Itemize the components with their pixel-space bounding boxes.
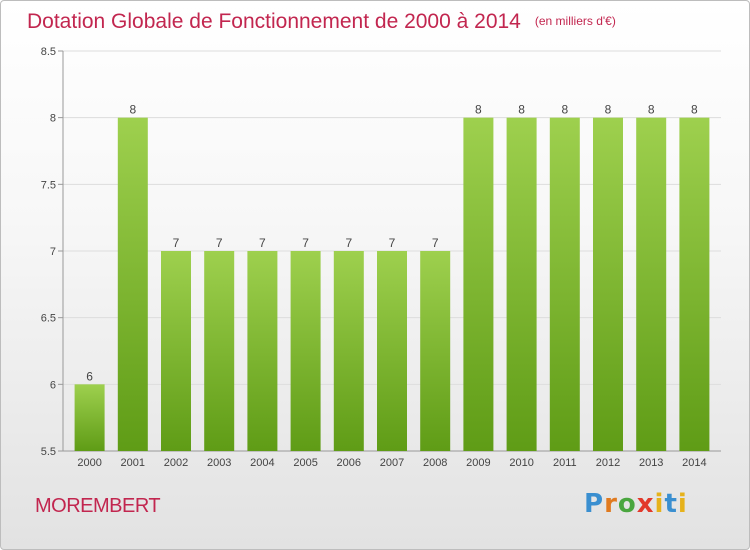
data-label: 7 xyxy=(173,236,180,250)
bar-2007 xyxy=(377,251,407,451)
bar-2005 xyxy=(290,251,321,451)
labels: 5.5 6 6.5 7 7.5 8 8.5 6 2000 8 2001 7 2002 7 2003 7 2004… xyxy=(41,46,707,469)
data-label: 8 xyxy=(475,103,482,117)
bars xyxy=(74,117,710,452)
bar-2000 xyxy=(74,384,105,451)
y-tick-label: 8 xyxy=(50,113,56,125)
bar-2003 xyxy=(204,251,235,451)
x-tick-label: 2007 xyxy=(380,457,404,469)
bar-2008 xyxy=(420,251,451,451)
y-tick-label: 6 xyxy=(50,379,56,391)
y-tick-label: 5.5 xyxy=(41,446,56,458)
x-tick-label: 2004 xyxy=(250,457,274,469)
data-label: 8 xyxy=(605,103,612,117)
x-tick-label: 2013 xyxy=(639,457,663,469)
bar-2001 xyxy=(117,117,148,452)
y-tick-label: 8.5 xyxy=(41,46,56,58)
y-tick-label: 7 xyxy=(50,246,56,258)
bar-2013 xyxy=(636,117,667,452)
title-row: Dotation Globale de Fonctionnement de 20… xyxy=(27,10,616,34)
data-label: 8 xyxy=(518,103,525,117)
chart-title: Dotation Globale de Fonctionnement de 20… xyxy=(27,10,521,33)
x-tick-label: 2010 xyxy=(509,457,533,469)
bar-2014 xyxy=(679,117,710,452)
data-label: 7 xyxy=(345,236,352,250)
chart-subtitle: (en milliers d'€) xyxy=(534,14,616,28)
data-label: 6 xyxy=(86,369,93,383)
x-tick-label: 2001 xyxy=(121,457,145,469)
data-label: 7 xyxy=(432,236,439,250)
data-label: 8 xyxy=(648,103,655,117)
bar-2012 xyxy=(593,117,623,452)
data-label: 8 xyxy=(691,103,698,117)
bar-2009 xyxy=(463,117,494,452)
x-tick-label: 2005 xyxy=(293,457,317,469)
x-tick-label: 2011 xyxy=(553,457,577,469)
commune-name: MOREMBERT xyxy=(35,495,161,517)
bar-2006 xyxy=(333,251,364,451)
data-label: 7 xyxy=(259,236,266,250)
x-tick-label: 2014 xyxy=(682,457,706,469)
y-tick-label: 6.5 xyxy=(41,313,56,325)
data-label: 7 xyxy=(389,236,396,250)
proxiti-logo: Proxiti xyxy=(584,489,688,519)
x-tick-label: 2008 xyxy=(423,457,447,469)
x-tick-label: 2012 xyxy=(596,457,620,469)
x-tick-label: 2009 xyxy=(466,457,490,469)
data-label: 8 xyxy=(129,103,136,117)
y-tick-label: 7.5 xyxy=(41,179,56,191)
bar-2002 xyxy=(161,251,191,451)
data-label: 8 xyxy=(561,103,568,117)
bar-2011 xyxy=(549,117,580,452)
bar-2004 xyxy=(247,251,278,451)
x-tick-label: 2000 xyxy=(77,457,101,469)
bar-2010 xyxy=(506,117,537,452)
x-tick-label: 2003 xyxy=(207,457,231,469)
x-tick-label: 2006 xyxy=(337,457,361,469)
x-tick-label: 2002 xyxy=(164,457,188,469)
data-label: 7 xyxy=(302,236,309,250)
data-label: 7 xyxy=(216,236,223,250)
